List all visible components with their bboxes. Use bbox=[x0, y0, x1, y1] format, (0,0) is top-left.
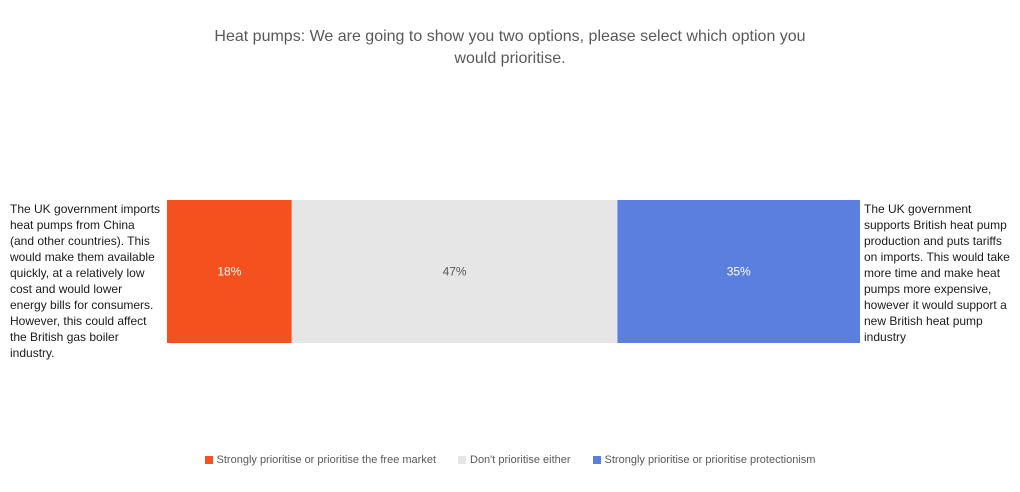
legend-label: Strongly prioritise or prioritise the fr… bbox=[216, 454, 436, 466]
right-option-text: The UK government supports British heat … bbox=[864, 202, 1010, 344]
legend-swatch bbox=[592, 456, 601, 464]
legend-label: Strongly prioritise or prioritise protec… bbox=[604, 454, 816, 466]
legend: Strongly prioritise or prioritise the fr… bbox=[0, 454, 1020, 466]
legend-swatch bbox=[458, 456, 466, 464]
bar-label-1: 18% bbox=[217, 265, 241, 279]
bar-label-3: 35% bbox=[727, 265, 751, 279]
bar-segment-2 bbox=[291, 200, 618, 343]
bar-label-2: 47% bbox=[443, 265, 467, 279]
legend-item-1: Strongly prioritise or prioritise the fr… bbox=[204, 454, 436, 466]
bar-segment-1 bbox=[167, 200, 292, 343]
legend-item-2: Don't prioritise either bbox=[458, 454, 571, 466]
legend-item-3: Strongly prioritise or prioritise protec… bbox=[592, 454, 816, 466]
bar-segment-3 bbox=[617, 200, 860, 343]
left-option-text: The UK government imports heat pumps fro… bbox=[10, 202, 161, 360]
chart-title: Heat pumps: We are going to show you two… bbox=[214, 28, 806, 67]
legend-swatch bbox=[204, 456, 213, 464]
legend-label: Don't prioritise either bbox=[470, 454, 571, 466]
